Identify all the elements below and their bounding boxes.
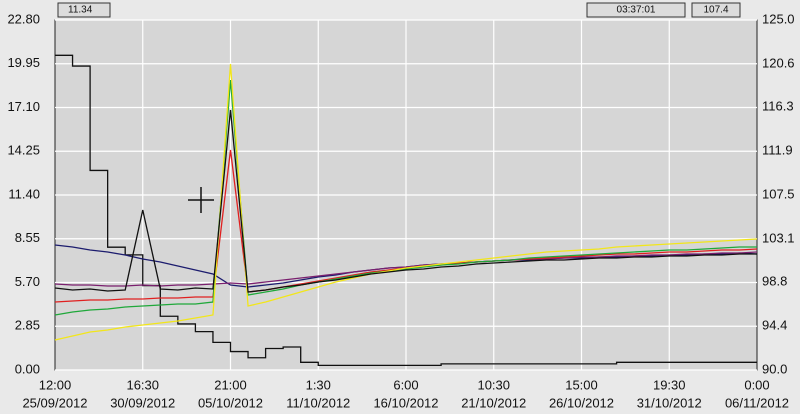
x-tick-time: 21:00 [214,377,247,392]
readout-right: 107.4 [703,5,728,16]
readout-box [691,2,741,18]
y2-tick-label: 94.4 [762,317,787,332]
x-tick-date: 05/10/2012 [198,395,263,410]
y2-tick-label: 120.6 [762,55,795,70]
y-tick-label: 22.80 [7,11,40,26]
x-tick-date: 25/09/2012 [22,395,87,410]
y2-tick-label: 116.3 [762,98,794,113]
cursor [188,187,214,213]
y2-tick-label: 98.8 [762,273,787,288]
x-tick-date: 06/11/2012 [725,395,789,410]
x-tick-date: 31/10/2012 [637,395,702,410]
y2-tick-label: 90.0 [762,361,787,376]
y-tick-label: 17.10 [7,99,40,114]
y-tick-label: 8.55 [15,230,40,245]
x-tick-time: 12:00 [39,377,72,392]
x-tick-time: 19:30 [653,377,686,392]
readout-box [57,2,111,18]
series-line [55,54,757,367]
y-tick-label: 14.25 [7,143,40,158]
y2-tick-label: 107.5 [762,186,795,201]
x-tick-time: 16:30 [126,377,159,392]
y-tick-label: 5.70 [15,274,40,289]
readout-time: 03:37:01 [617,5,656,16]
readout-box [586,2,686,18]
x-tick-date: 16/10/2012 [373,395,438,410]
x-tick-time: 10:30 [477,377,510,392]
y2-tick-label: 103.1 [762,230,795,245]
x-tick-time: 0:00 [744,377,769,392]
series-line [54,109,757,293]
y-tick-label: 11.40 [8,186,40,201]
series-line [54,251,758,287]
lines [54,54,758,367]
y-tick-label: 0.00 [15,361,40,376]
series-line [54,79,757,316]
x-tick-date: 11/10/2012 [286,395,350,410]
y-tick-label: 19.95 [7,55,40,70]
readout-left: 11.34 [68,5,93,16]
x-tick-time: 15:00 [565,377,598,392]
x-tick-date: 26/10/2012 [549,395,614,410]
y2-tick-label: 111.9 [762,142,793,157]
x-tick-date: 21/10/2012 [461,395,526,410]
series-line [54,63,758,341]
x-tick-time: 1:30 [306,377,331,392]
y2-tick-label: 125.0 [762,11,795,26]
x-tick-date: 30/09/2012 [110,395,175,410]
x-tick-time: 6:00 [393,377,418,392]
y-tick-label: 2.85 [15,318,40,333]
grid [55,19,757,371]
